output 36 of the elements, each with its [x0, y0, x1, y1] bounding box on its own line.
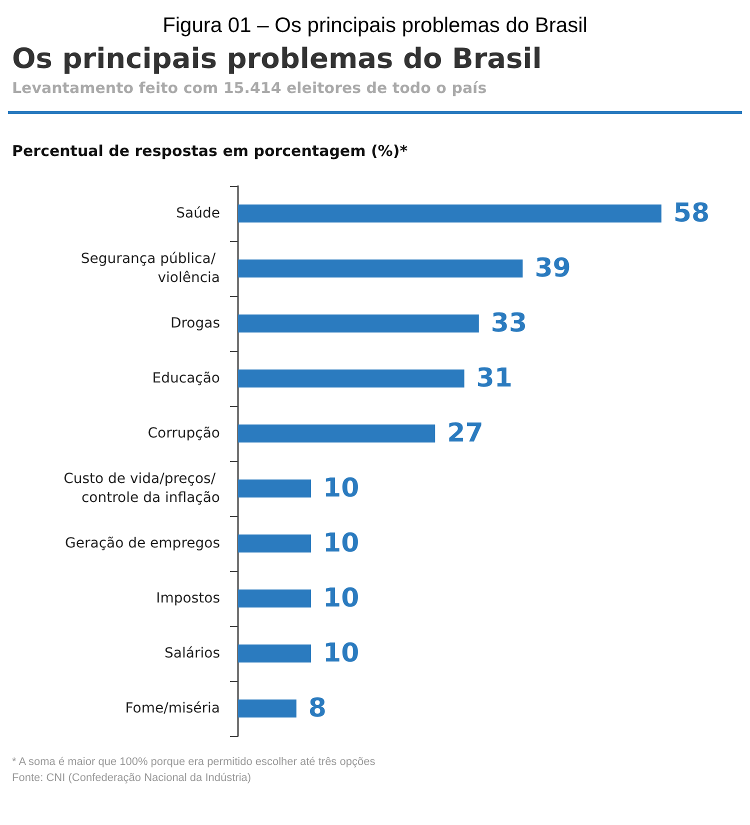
bar	[238, 480, 311, 498]
data-label: 8	[308, 694, 326, 724]
data-label: 10	[323, 474, 360, 504]
data-label: 58	[673, 198, 710, 228]
bar	[238, 424, 436, 442]
bar	[238, 590, 311, 608]
y-tick-label: Educação	[152, 370, 220, 386]
data-label: 10	[323, 584, 360, 614]
data-label: 31	[476, 364, 512, 394]
text: Figura 01 – Os principais problemas do Brasil	[162, 13, 588, 38]
bar	[238, 534, 311, 552]
y-tick-label: Drogas	[170, 316, 220, 332]
data-label: 10	[323, 528, 360, 558]
chart-title: Os principais problemas do Brasil	[12, 42, 543, 75]
y-tick-label: Corrupção	[148, 426, 220, 442]
bar	[238, 314, 479, 332]
y-tick-label: Salários	[164, 646, 220, 662]
y-tick-label: Segurança pública/ violência	[80, 251, 220, 286]
y-tick-label: Custo de vida/preços/ controle da inflação	[64, 471, 220, 506]
y-tick-label: Impostos	[156, 590, 220, 606]
bar	[238, 700, 296, 718]
bar	[238, 370, 464, 388]
data-label: 10	[323, 638, 360, 668]
bar	[238, 204, 662, 222]
source-note: Fonte: CNI (Confederação Nacional da Indústria)	[12, 772, 252, 784]
x-axis-title: Percentual de respostas em porcentagem (%)*	[12, 142, 409, 160]
chart-subtitle: Levantamento feito com 15.414 eleitores de todo o país	[12, 79, 488, 97]
data-label: 39	[534, 254, 571, 284]
text: * A soma é maior que 100% porque era permitido escolher até três opções	[12, 756, 376, 768]
y-tick-label: Fome/miséria	[125, 700, 220, 716]
data-label: 33	[490, 308, 528, 338]
bar	[238, 260, 523, 278]
y-tick-label: Saúde	[176, 206, 220, 222]
y-tick-label: Geração de empregos	[65, 536, 220, 552]
data-label: 27	[447, 418, 484, 448]
bar	[238, 644, 311, 662]
